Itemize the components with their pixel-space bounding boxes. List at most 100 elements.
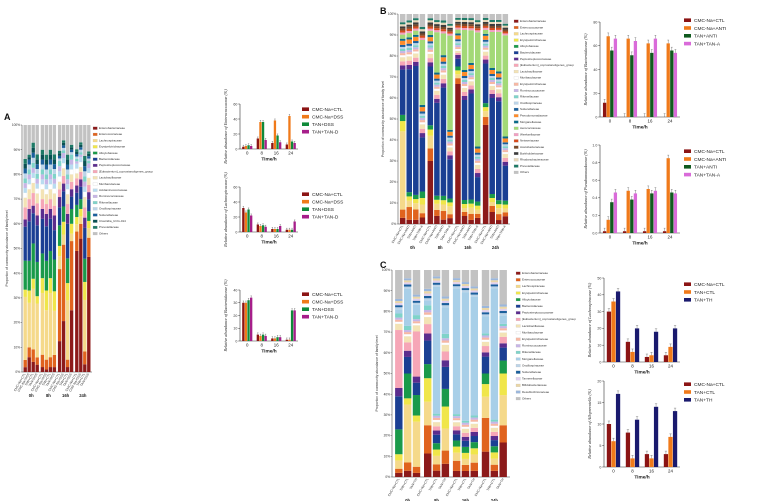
stack-segment: [61, 125, 66, 141]
stack-segment: [455, 70, 461, 75]
stack-segment: [495, 87, 502, 90]
legend-label: Lachnospiraceae: [522, 284, 545, 288]
stack-segment: [40, 367, 45, 372]
stack-segment: [455, 84, 461, 224]
stack-segment: [461, 458, 470, 465]
y-tick-label: 70%: [390, 75, 397, 79]
stack-segment: [48, 125, 53, 150]
stack-segment: [455, 39, 461, 42]
stack-segment: [413, 53, 419, 58]
stack-segment: [27, 159, 31, 165]
bar: [670, 50, 674, 117]
stack-segment: [48, 357, 53, 368]
stack-segment: [496, 93, 502, 98]
legend-label: Sutterellaceae: [99, 213, 119, 217]
stack-segment: [87, 151, 91, 154]
stack-segment: [399, 131, 406, 210]
stack-segment: [499, 332, 507, 337]
stack-segment: [470, 292, 478, 295]
stack-segment: [470, 454, 478, 463]
stack-segment: [441, 360, 450, 367]
stack-segment: [412, 376, 421, 383]
stack-segment: [496, 220, 502, 224]
legend-label: Lactobacillaceae: [99, 176, 122, 180]
stack-segment: [434, 74, 440, 79]
stack-segment: [65, 125, 70, 155]
stack-segment: [27, 164, 31, 170]
stack-segment: [499, 313, 507, 316]
legend-swatch: [684, 382, 691, 386]
legend-swatch: [92, 194, 98, 198]
legend-label: Bacteroidaceae: [522, 304, 543, 308]
stack-segment: [482, 111, 489, 118]
stack-segment: [23, 367, 27, 372]
stack-segment: [468, 203, 474, 208]
group-label: 8h: [438, 245, 443, 250]
stack-segment: [440, 83, 447, 88]
stack-segment: [461, 88, 468, 92]
legend-swatch: [513, 139, 519, 143]
stack-segment: [31, 167, 35, 173]
legend-swatch: [302, 107, 309, 111]
stack-segment: [427, 66, 434, 126]
stack-segment: [461, 212, 468, 216]
bar: [279, 226, 282, 232]
stack-segment: [481, 352, 490, 357]
stack-segment: [399, 30, 406, 33]
stack-segment: [395, 429, 403, 455]
stack-segment: [48, 278, 53, 293]
legend-swatch: [515, 397, 521, 401]
stack-segment: [481, 396, 490, 418]
bar: [650, 193, 654, 233]
stack-segment: [468, 77, 474, 80]
stack-segment: [31, 157, 35, 163]
stack-segment: [427, 47, 434, 50]
stack-segment: [470, 270, 478, 287]
stack-segment: [40, 169, 45, 175]
stack-segment: [461, 78, 468, 80]
stack-segment: [499, 425, 507, 443]
stack-segment: [461, 76, 468, 78]
stack-segment: [474, 26, 481, 29]
stack-segment: [468, 93, 474, 200]
stack-segment: [482, 19, 489, 22]
stack-segment: [455, 17, 461, 20]
stack-segment: [399, 217, 406, 224]
legend-label: CMC-Na+DSS: [312, 200, 343, 206]
x-tick-label: 16: [274, 343, 279, 348]
legend-label: Others: [99, 231, 109, 235]
bar: [290, 229, 294, 232]
stack-segment: [75, 154, 79, 157]
bar: [668, 436, 673, 467]
stack-segment: [424, 340, 432, 365]
stack-segment: [57, 341, 62, 372]
stack-segment: [496, 204, 502, 209]
stack-segment: [502, 138, 509, 143]
stack-segment: [468, 73, 474, 76]
stack-segment: [440, 61, 447, 64]
sample-label: TAN+CTL: [24, 372, 35, 386]
stack-segment: [489, 28, 495, 30]
stack-segment: [61, 140, 66, 143]
stack-segment: [48, 189, 53, 200]
stack-segment: [44, 260, 49, 291]
stack-segment: [468, 81, 474, 86]
stack-segment: [61, 321, 66, 372]
legend-label: Bacteroidaceae: [520, 51, 541, 55]
stack-segment: [440, 211, 447, 220]
x-tick-label: 0: [609, 235, 612, 240]
stack-segment: [470, 427, 478, 432]
stack-segment: [461, 84, 468, 86]
stack-segment: [489, 198, 495, 202]
stack-segment: [455, 21, 461, 24]
stack-segment: [461, 432, 470, 437]
y-tick-label: 70%: [14, 197, 21, 201]
stack-segment: [474, 32, 481, 147]
stack-segment: [502, 35, 509, 137]
stack-segment: [499, 308, 507, 311]
stack-segment: [403, 270, 412, 279]
stack-segment: [35, 215, 39, 226]
legend-swatch: [515, 350, 521, 354]
legend-label: CMC-Na+CTL: [312, 292, 343, 298]
stack-segment: [412, 395, 421, 416]
